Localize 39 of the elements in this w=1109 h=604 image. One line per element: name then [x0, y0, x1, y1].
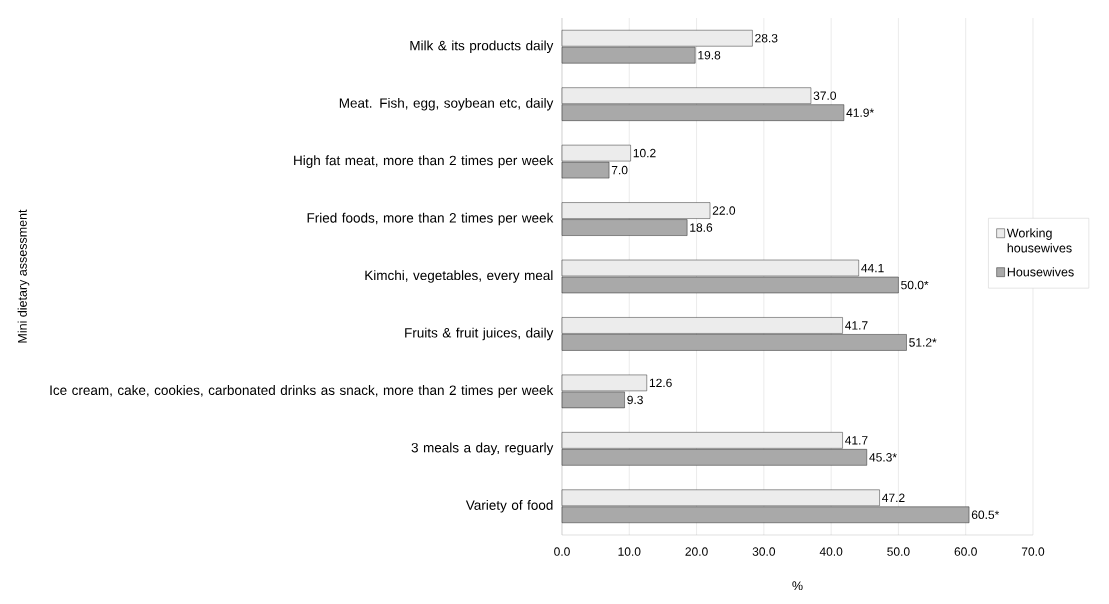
- y-tick-label: Fried foods, more than 2 times per week: [307, 212, 554, 226]
- data-label: 51.2*: [909, 338, 937, 347]
- x-axis-title: %: [792, 581, 803, 591]
- data-label: 50.0*: [901, 280, 929, 290]
- data-label: 22.0: [712, 206, 736, 215]
- data-label: 18.6: [690, 223, 713, 232]
- y-tick-label: Variety of food: [465, 499, 553, 513]
- x-tick-label: 70.0: [1021, 547, 1045, 556]
- y-tick-label: 3 meals a day, reguarly: [411, 442, 554, 456]
- x-tick-label: 40.0: [819, 547, 843, 556]
- data-label: 41.9*: [846, 108, 874, 117]
- x-tick-label: 30.0: [752, 547, 776, 556]
- data-label: 9.3: [627, 395, 643, 405]
- x-tick-label: 10.0: [618, 547, 641, 556]
- data-label: 44.1: [861, 263, 884, 273]
- data-label: 19.8: [698, 50, 721, 60]
- y-tick-label: Kimchi, vegetables, every meal: [365, 270, 553, 283]
- x-tick-label: 20.0: [685, 547, 708, 556]
- data-label: 41.7: [845, 321, 868, 330]
- data-label: 60.5*: [971, 510, 1000, 520]
- y-tick-label: Fruits & fruit juices, daily: [405, 327, 554, 341]
- x-tick-label: 0.0: [554, 547, 570, 556]
- data-label: 47.2: [882, 493, 905, 502]
- x-tick-label: 60.0: [954, 547, 977, 556]
- data-label: 37.0: [813, 91, 837, 100]
- y-tick-label: Ice cream, cake, cookies, carbonated drinks as snack, more than 2 times per week: [50, 385, 554, 398]
- data-label: 7.0: [611, 165, 628, 175]
- data-label: 12.6: [649, 378, 672, 388]
- y-tick-label: Milk & its products daily: [410, 40, 554, 54]
- data-label: 10.2: [633, 148, 656, 158]
- y-axis-title: Mini dietary assessment: [17, 209, 30, 343]
- y-tick-label: Meat. Fish, egg, soybean etc, daily: [339, 97, 554, 111]
- data-label: 28.3: [755, 33, 778, 43]
- legend-label: Working housewives: [1006, 228, 1072, 253]
- data-label: 45.3*: [869, 453, 897, 462]
- data-label: 41.7: [845, 436, 868, 445]
- x-tick-label: 50.0: [887, 547, 910, 556]
- y-tick-label: High fat meat, more than 2 times per week: [294, 155, 554, 168]
- legend-label: Housewives: [1007, 267, 1074, 277]
